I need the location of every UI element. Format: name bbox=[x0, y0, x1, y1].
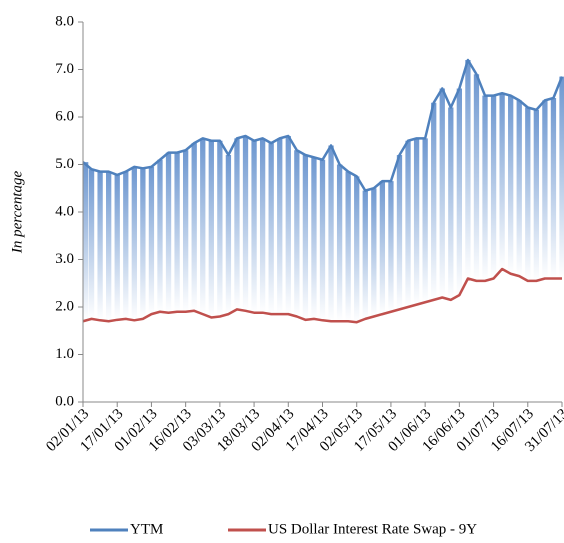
band-bar bbox=[422, 138, 428, 303]
band-bar bbox=[473, 74, 480, 281]
band-bar bbox=[106, 171, 112, 322]
band-bar bbox=[88, 169, 95, 319]
band-bar bbox=[371, 188, 377, 317]
band-bar bbox=[294, 150, 300, 317]
band-bar bbox=[439, 88, 445, 298]
band-bar bbox=[508, 95, 514, 274]
y-tick-label: 1.0 bbox=[55, 346, 74, 362]
band-bar bbox=[234, 138, 240, 310]
y-tick-label: 3.0 bbox=[55, 251, 74, 267]
band-bar bbox=[396, 155, 403, 310]
legend-label: YTM bbox=[130, 521, 163, 537]
y-tick-label: 2.0 bbox=[55, 298, 74, 314]
band-bar bbox=[259, 138, 266, 313]
band-bar bbox=[362, 190, 368, 319]
band-bar bbox=[482, 95, 488, 281]
band-bar bbox=[191, 143, 197, 311]
y-tick-label: 8.0 bbox=[55, 13, 74, 29]
band-bar bbox=[413, 138, 420, 305]
y-tick-label: 5.0 bbox=[55, 156, 74, 172]
band-bar bbox=[148, 166, 155, 315]
band-bar bbox=[97, 171, 103, 321]
y-tick-label: 7.0 bbox=[55, 61, 74, 77]
band-bar bbox=[319, 159, 326, 321]
band-bar bbox=[499, 93, 505, 269]
band-bar bbox=[559, 76, 564, 279]
band-bar bbox=[516, 100, 522, 277]
band-bar bbox=[525, 107, 531, 281]
band-bar bbox=[405, 140, 411, 307]
band-bar bbox=[388, 181, 394, 312]
y-tick-label: 4.0 bbox=[55, 203, 74, 219]
band-bar bbox=[174, 152, 180, 312]
band-bar bbox=[114, 174, 120, 320]
band-bar bbox=[131, 166, 137, 321]
band-bar bbox=[157, 159, 163, 312]
band-bar bbox=[456, 88, 463, 296]
band-bar bbox=[83, 162, 89, 322]
band-bar bbox=[354, 176, 360, 323]
y-tick-label: 6.0 bbox=[55, 108, 74, 124]
band-bar bbox=[302, 155, 309, 320]
band-bar bbox=[490, 95, 497, 279]
band-bar bbox=[123, 171, 129, 319]
band-bar bbox=[217, 140, 223, 317]
band-bar bbox=[165, 152, 172, 313]
band-bar bbox=[542, 100, 548, 279]
band-bar bbox=[336, 164, 343, 322]
series-line bbox=[82, 58, 564, 192]
series-line bbox=[82, 267, 562, 324]
band-bar bbox=[550, 98, 557, 279]
band-bar bbox=[268, 143, 274, 315]
band-bar bbox=[379, 181, 386, 315]
y-axis-label: In percentage bbox=[9, 170, 25, 254]
band-bar bbox=[431, 102, 437, 300]
band-bar bbox=[251, 140, 257, 313]
band-bar bbox=[208, 140, 214, 318]
band-bar bbox=[533, 109, 539, 281]
legend-label: US Dollar Interest Rate Swap - 9Y bbox=[268, 521, 477, 537]
band-bar bbox=[448, 107, 454, 300]
band-bar bbox=[465, 60, 471, 279]
y-tick-label: 0.0 bbox=[55, 393, 74, 409]
band-bar bbox=[200, 138, 206, 315]
band-bar bbox=[225, 155, 232, 315]
band-bar bbox=[328, 145, 334, 322]
band-bar bbox=[311, 157, 317, 319]
band-bar bbox=[345, 171, 351, 322]
band-bar bbox=[242, 136, 249, 311]
band-bar bbox=[285, 136, 291, 315]
band-bar bbox=[140, 168, 146, 319]
band-bar bbox=[182, 150, 189, 312]
band-bar bbox=[277, 138, 283, 315]
